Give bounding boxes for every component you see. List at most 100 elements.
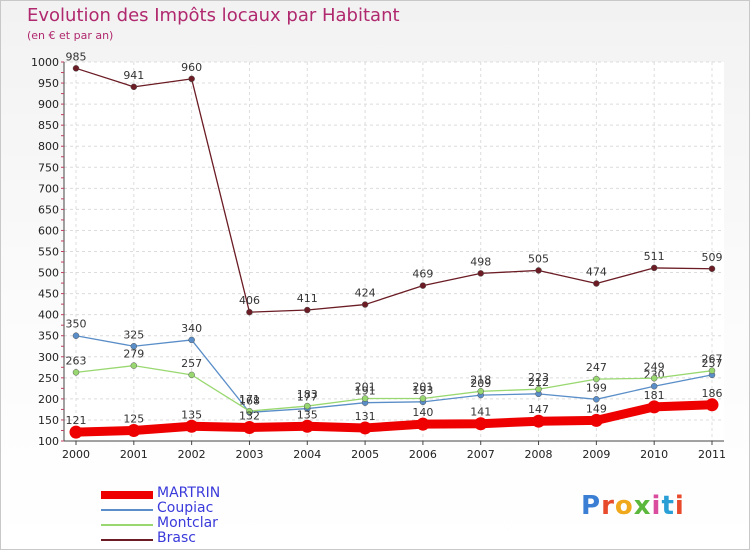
data-point-brasc bbox=[361, 301, 369, 308]
data-label-coupiac: 350 bbox=[66, 318, 87, 331]
data-label-brasc: 411 bbox=[297, 292, 318, 305]
data-point-martrin bbox=[69, 425, 83, 439]
data-point-martrin bbox=[705, 398, 719, 412]
data-label-montclar: 279 bbox=[123, 348, 144, 361]
legend-label-brasc: Brasc bbox=[157, 530, 196, 546]
data-point-brasc bbox=[246, 308, 253, 316]
data-label-montclar: 267 bbox=[702, 353, 723, 366]
data-point-coupiac bbox=[130, 343, 138, 350]
data-label-martrin: 149 bbox=[586, 402, 607, 415]
data-label-martrin: 121 bbox=[66, 414, 87, 427]
data-point-montclar bbox=[130, 362, 138, 369]
data-point-montclar bbox=[477, 388, 484, 395]
y-tick-label: 650 bbox=[38, 203, 59, 216]
data-point-brasc bbox=[72, 65, 80, 72]
chart-title: Evolution des Impôts locaux par Habitant bbox=[27, 5, 400, 26]
data-point-montclar bbox=[593, 375, 600, 383]
data-label-martrin: 132 bbox=[239, 410, 260, 423]
x-tick-label: 2008 bbox=[525, 448, 553, 461]
y-tick-label: 1000 bbox=[31, 56, 59, 69]
logo-letter: t bbox=[661, 491, 675, 521]
data-label-coupiac: 257 bbox=[702, 357, 723, 370]
data-point-martrin bbox=[589, 413, 603, 427]
logo-letter: x bbox=[633, 491, 652, 521]
data-label-martrin: 135 bbox=[181, 408, 202, 421]
x-tick-label: 2005 bbox=[351, 448, 379, 461]
data-label-montclar: 263 bbox=[66, 354, 87, 367]
data-label-brasc: 469 bbox=[412, 268, 433, 281]
data-point-brasc bbox=[188, 75, 195, 83]
data-point-martrin bbox=[300, 419, 314, 433]
y-tick-label: 300 bbox=[38, 351, 59, 364]
x-tick-label: 2003 bbox=[235, 448, 263, 461]
legend-swatch-coupiac bbox=[101, 509, 153, 511]
data-point-montclar bbox=[246, 407, 253, 415]
x-tick-label: 2010 bbox=[640, 448, 668, 461]
data-point-montclar bbox=[419, 395, 427, 402]
proxiti-logo: Proxiti bbox=[581, 491, 685, 521]
data-label-martrin: 135 bbox=[297, 408, 318, 421]
y-tick-label: 350 bbox=[38, 330, 59, 343]
data-point-montclar bbox=[188, 371, 195, 379]
data-point-brasc bbox=[708, 265, 716, 273]
data-point-martrin bbox=[185, 419, 199, 433]
data-point-montclar bbox=[304, 402, 311, 410]
x-tick-label: 2004 bbox=[293, 448, 321, 461]
data-label-brasc: 960 bbox=[181, 61, 202, 74]
chart-subtitle: (en € et par an) bbox=[27, 29, 114, 42]
data-label-montclar: 249 bbox=[644, 360, 665, 373]
data-label-montclar: 201 bbox=[355, 380, 376, 393]
legend-item-coupiac: Coupiac bbox=[101, 500, 301, 517]
data-point-brasc bbox=[535, 267, 542, 274]
y-tick-label: 900 bbox=[38, 98, 59, 111]
series-line-martrin bbox=[71, 400, 717, 437]
data-label-montclar: 218 bbox=[470, 373, 491, 386]
legend-item-montclar: Montclar bbox=[101, 515, 301, 532]
legend-swatch-montclar bbox=[101, 524, 153, 526]
data-point-brasc bbox=[304, 306, 311, 314]
y-tick-label: 700 bbox=[38, 182, 59, 195]
data-label-coupiac: 177 bbox=[297, 391, 318, 404]
x-tick-label: 2000 bbox=[62, 448, 90, 461]
logo-letter: i bbox=[674, 491, 685, 521]
y-tick-label: 950 bbox=[38, 77, 59, 90]
data-label-martrin: 125 bbox=[123, 412, 144, 425]
data-label-montclar: 257 bbox=[181, 357, 202, 370]
data-label-brasc: 498 bbox=[470, 255, 491, 268]
data-label-montclar: 183 bbox=[297, 388, 318, 401]
x-tick-label: 2002 bbox=[178, 448, 206, 461]
legend-item-martrin: MARTRIN bbox=[101, 485, 301, 502]
legend-label-martrin: MARTRIN bbox=[157, 485, 221, 501]
data-label-martrin: 147 bbox=[528, 403, 549, 416]
legend-label-montclar: Montclar bbox=[157, 515, 218, 531]
logo-letter: r bbox=[601, 491, 615, 521]
data-point-montclar bbox=[708, 367, 716, 374]
chart-legend: MARTRIN Coupiac Montclar Brasc bbox=[101, 485, 301, 547]
data-label-brasc: 424 bbox=[355, 287, 376, 300]
data-label-martrin: 186 bbox=[702, 387, 723, 400]
legend-label-coupiac: Coupiac bbox=[157, 500, 214, 516]
y-tick-label: 500 bbox=[38, 267, 59, 280]
y-tick-label: 550 bbox=[38, 246, 59, 259]
data-point-coupiac bbox=[650, 383, 658, 390]
data-label-montclar: 223 bbox=[528, 371, 549, 384]
x-tick-label: 2007 bbox=[467, 448, 495, 461]
y-tick-label: 100 bbox=[38, 435, 59, 448]
data-point-montclar bbox=[535, 385, 542, 393]
data-point-brasc bbox=[477, 270, 484, 277]
data-point-martrin bbox=[532, 414, 546, 428]
data-label-martrin: 141 bbox=[470, 406, 491, 419]
data-label-coupiac: 168 bbox=[239, 394, 260, 407]
data-label-martrin: 131 bbox=[355, 410, 376, 423]
data-label-coupiac: 199 bbox=[586, 381, 607, 394]
y-tick-label: 200 bbox=[38, 393, 59, 406]
data-point-brasc bbox=[419, 282, 427, 289]
data-point-martrin bbox=[647, 400, 661, 414]
data-label-montclar: 171 bbox=[239, 393, 260, 406]
y-tick-label: 150 bbox=[38, 414, 59, 427]
data-point-montclar bbox=[72, 369, 80, 376]
x-tick-label: 2006 bbox=[409, 448, 437, 461]
data-label-brasc: 941 bbox=[123, 69, 144, 82]
series-line-coupiac bbox=[75, 335, 713, 414]
